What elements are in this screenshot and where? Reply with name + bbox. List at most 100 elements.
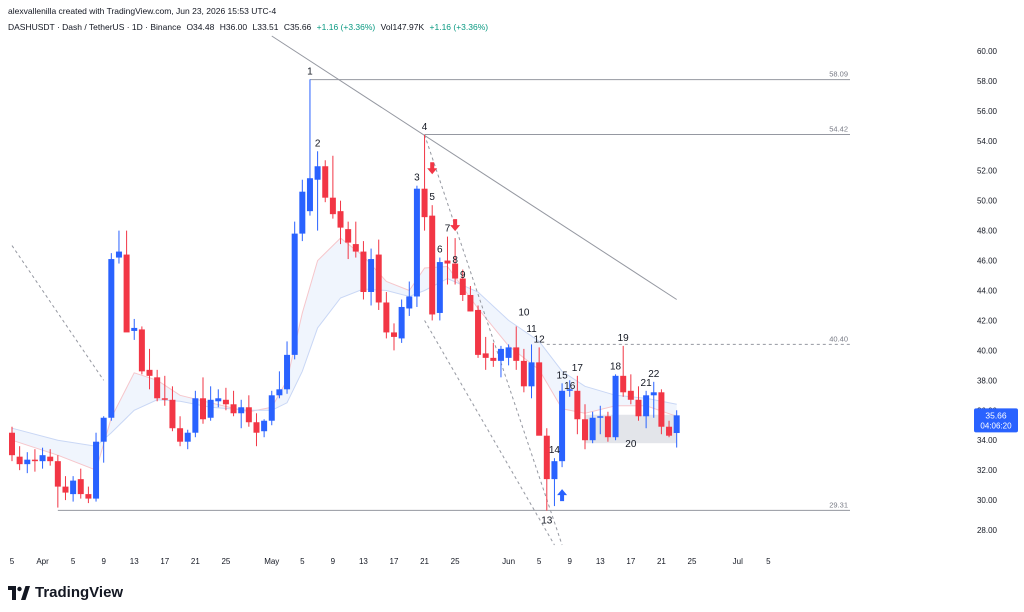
x-tick-label: 5 [537,557,542,566]
candle [291,221,298,360]
candle-body [459,278,466,295]
candle [230,390,237,417]
candle-body [77,479,84,495]
candle-body [543,435,550,480]
candle [352,221,359,258]
x-tick-label: 5 [71,557,76,566]
price-level-label: 29.31 [829,500,848,509]
wave-count-label: 5 [429,192,435,203]
current-price-badge [974,408,1018,433]
y-tick-label: 40.00 [977,346,998,355]
candle-body [230,404,237,414]
candle [383,291,390,339]
candle-body [482,353,489,358]
x-tick-label: 17 [626,557,635,566]
candle-body [612,375,619,438]
candle [108,253,115,421]
candle-body [413,188,420,297]
arrow-down-icon [450,219,461,232]
candle-body [276,389,283,396]
candle-body [24,459,31,465]
wave-count-label: 10 [518,307,530,318]
candle [322,160,329,203]
candle-body [589,417,596,441]
tradingview-logo: TradingView [8,584,123,601]
volume-value: Vol147.97K [380,22,425,32]
wave-count-label: 21 [641,378,653,389]
price-chart[interactable]: 28.0030.0032.0034.0036.0038.0040.0042.00… [0,0,1024,580]
symbol-name[interactable]: DASHUSDT · Dash / TetherUS · 1D · Binanc… [8,22,182,32]
candle [589,411,596,444]
candle [253,413,260,447]
x-tick-label: 9 [331,557,336,566]
candle-body [39,455,46,462]
candle [406,281,413,316]
y-tick-label: 34.00 [977,436,998,445]
candle-body [666,426,673,436]
price-level-label: 54.42 [829,125,848,134]
candle-body [329,197,336,215]
ohlc-open: O34.48 [186,22,215,32]
candle [54,455,61,508]
trendline [11,245,105,381]
candle [299,179,306,242]
candle-body [673,415,680,434]
wave-count-label: 9 [460,270,466,281]
candle [551,458,558,507]
ohlc-low: L33.51 [252,22,279,32]
y-tick-label: 38.00 [977,376,998,385]
x-tick-label: 13 [596,557,605,566]
candle [31,449,38,472]
candle [62,476,69,501]
candle-body [444,260,451,264]
candle [9,426,15,462]
candle-body [62,486,69,493]
candle-body [123,254,130,333]
x-tick-label: 17 [160,557,169,566]
candle [39,447,46,469]
candle [238,399,245,429]
candle [360,241,367,300]
candle [490,342,497,367]
wave-count-label: 4 [422,122,428,133]
candle-body [200,398,206,420]
candle [513,326,520,370]
wave-count-label: 16 [564,381,576,392]
candle-body [314,166,321,180]
candle [673,410,680,448]
candle-body [322,166,329,198]
x-tick-label: 13 [130,557,139,566]
candle [306,79,313,216]
candle [314,151,321,231]
candle-body [360,251,367,292]
wave-count-label: 15 [557,370,569,381]
wave-count-label: 14 [549,445,561,456]
candle [154,369,161,402]
candle [177,416,184,447]
candle [138,326,145,375]
candle-body [398,306,405,339]
candle [222,387,229,411]
candle-body [47,456,54,462]
x-tick-label: 25 [688,557,697,566]
candle [597,405,604,435]
candle-body [582,419,588,441]
candle-body [391,332,397,337]
candle-body [597,416,604,418]
candle-body [658,392,665,427]
wave-count-label: 6 [437,245,443,256]
candle [459,269,466,301]
candle-body [215,398,222,402]
y-tick-label: 58.00 [977,77,998,86]
arrow-up-icon [557,489,568,502]
candle [444,236,451,285]
candle [398,299,405,343]
x-tick-label: 13 [359,557,368,566]
wave-count-label: 11 [526,324,537,335]
candle-body [85,494,92,499]
candle [200,377,206,424]
x-tick-label: 5 [10,557,15,566]
candle-body [620,375,627,393]
wave-count-label: 22 [648,369,660,380]
candle-body [520,360,527,387]
